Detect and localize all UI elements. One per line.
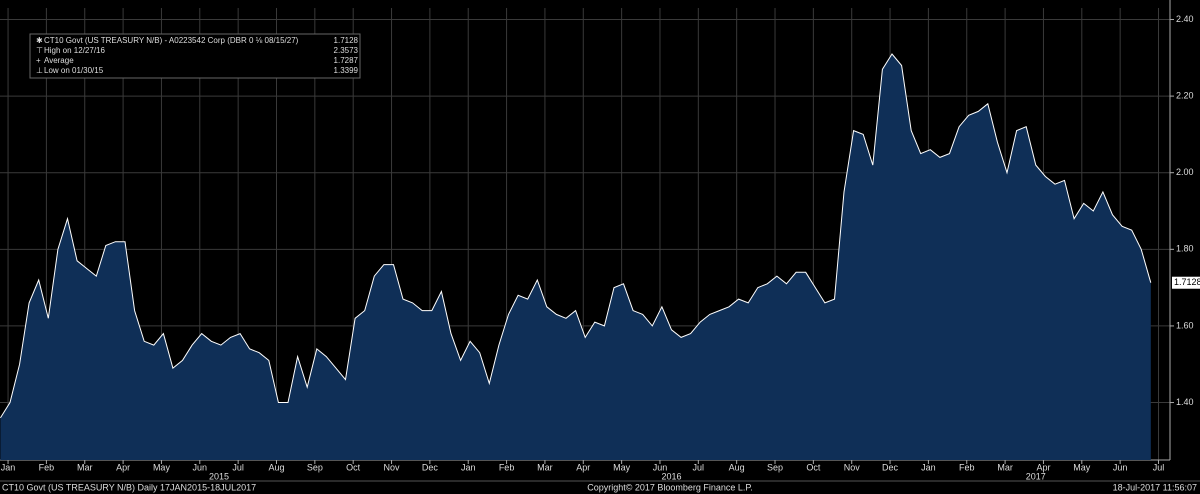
x-tick-label: Feb xyxy=(39,462,55,472)
y-tick-label: 1.40 xyxy=(1176,397,1194,407)
x-tick-label: May xyxy=(153,462,171,472)
y-tick-label: 2.20 xyxy=(1176,90,1194,100)
x-tick-label: Feb xyxy=(959,462,975,472)
legend-label: Average xyxy=(44,56,74,65)
legend-value: 1.3399 xyxy=(334,66,359,75)
x-tick-label: Jan xyxy=(461,462,476,472)
x-tick-label: Apr xyxy=(576,462,590,472)
x-tick-label: Nov xyxy=(384,462,401,472)
x-tick-label: Dec xyxy=(882,462,899,472)
x-tick-label: Mar xyxy=(997,462,1013,472)
footer-right: 18-Jul-2017 11:56:07 xyxy=(1113,482,1197,492)
year-label: 2017 xyxy=(1026,471,1046,481)
x-tick-label: Jan xyxy=(1,462,16,472)
legend-title: CT10 Govt (US TREASURY N/B) - A0223542 C… xyxy=(44,36,299,45)
x-tick-label: Jul xyxy=(693,462,705,472)
x-tick-label: Oct xyxy=(806,462,821,472)
x-tick-label: Apr xyxy=(1036,462,1050,472)
x-tick-label: May xyxy=(1073,462,1091,472)
x-tick-label: Apr xyxy=(116,462,130,472)
legend: ✱ CT10 Govt (US TREASURY N/B) - A0223542… xyxy=(29,33,361,79)
line xyxy=(0,53,1152,419)
legend-value: 2.3573 xyxy=(334,46,359,55)
x-tick-label: Jun xyxy=(653,462,668,472)
x-tick-label: Dec xyxy=(422,462,439,472)
y-tick-label: 2.40 xyxy=(1176,14,1194,24)
x-tick-label: May xyxy=(613,462,631,472)
last-price-label: 1.7128 xyxy=(1174,277,1200,287)
x-tick-label: Feb xyxy=(499,462,515,472)
x-tick-label: Jun xyxy=(1113,462,1128,472)
footer-left: CT10 Govt (US TREASURY N/B) Daily 17JAN2… xyxy=(2,482,256,492)
legend-last: 1.7128 xyxy=(334,36,359,45)
last-price-box xyxy=(1172,276,1200,289)
legend-value: 1.7287 xyxy=(334,56,359,65)
year-label: 2016 xyxy=(661,471,681,481)
x-tick-label: Sep xyxy=(767,462,783,472)
legend-icon: + xyxy=(36,56,41,65)
legend-series: ✱ xyxy=(36,36,43,45)
legend-box xyxy=(29,33,361,79)
x-tick-label: Jan xyxy=(921,462,936,472)
legend-icon: ⊥ xyxy=(36,66,43,75)
x-tick-label: Nov xyxy=(844,462,861,472)
x-tick-label: Jul xyxy=(232,462,244,472)
year-label: 2015 xyxy=(209,471,229,481)
x-tick-label: Mar xyxy=(537,462,553,472)
y-tick-label: 1.60 xyxy=(1176,320,1194,330)
area xyxy=(0,54,1151,460)
footer-center: Copyright© 2017 Bloomberg Finance L.P. xyxy=(587,482,753,492)
y-tick-label: 1.80 xyxy=(1176,244,1194,254)
x-tick-label: Oct xyxy=(346,462,361,472)
x-tick-label: Jul xyxy=(1153,462,1165,472)
x-tick-label: Jun xyxy=(193,462,208,472)
legend-label: High on 12/27/16 xyxy=(44,46,105,55)
x-tick-label: Aug xyxy=(268,462,284,472)
x-tick-label: Aug xyxy=(729,462,745,472)
x-tick-label: Mar xyxy=(77,462,93,472)
plot-area: 1.40 1.60 1.80 2.00 2.20 2.40 Jan Feb Mar Apr May J… xyxy=(0,0,1200,481)
y-tick-label: 2.00 xyxy=(1176,167,1194,177)
legend-icon: ⊤ xyxy=(36,46,43,55)
x-tick-label: Sep xyxy=(307,462,323,472)
legend-label: Low on 01/30/15 xyxy=(44,66,104,75)
